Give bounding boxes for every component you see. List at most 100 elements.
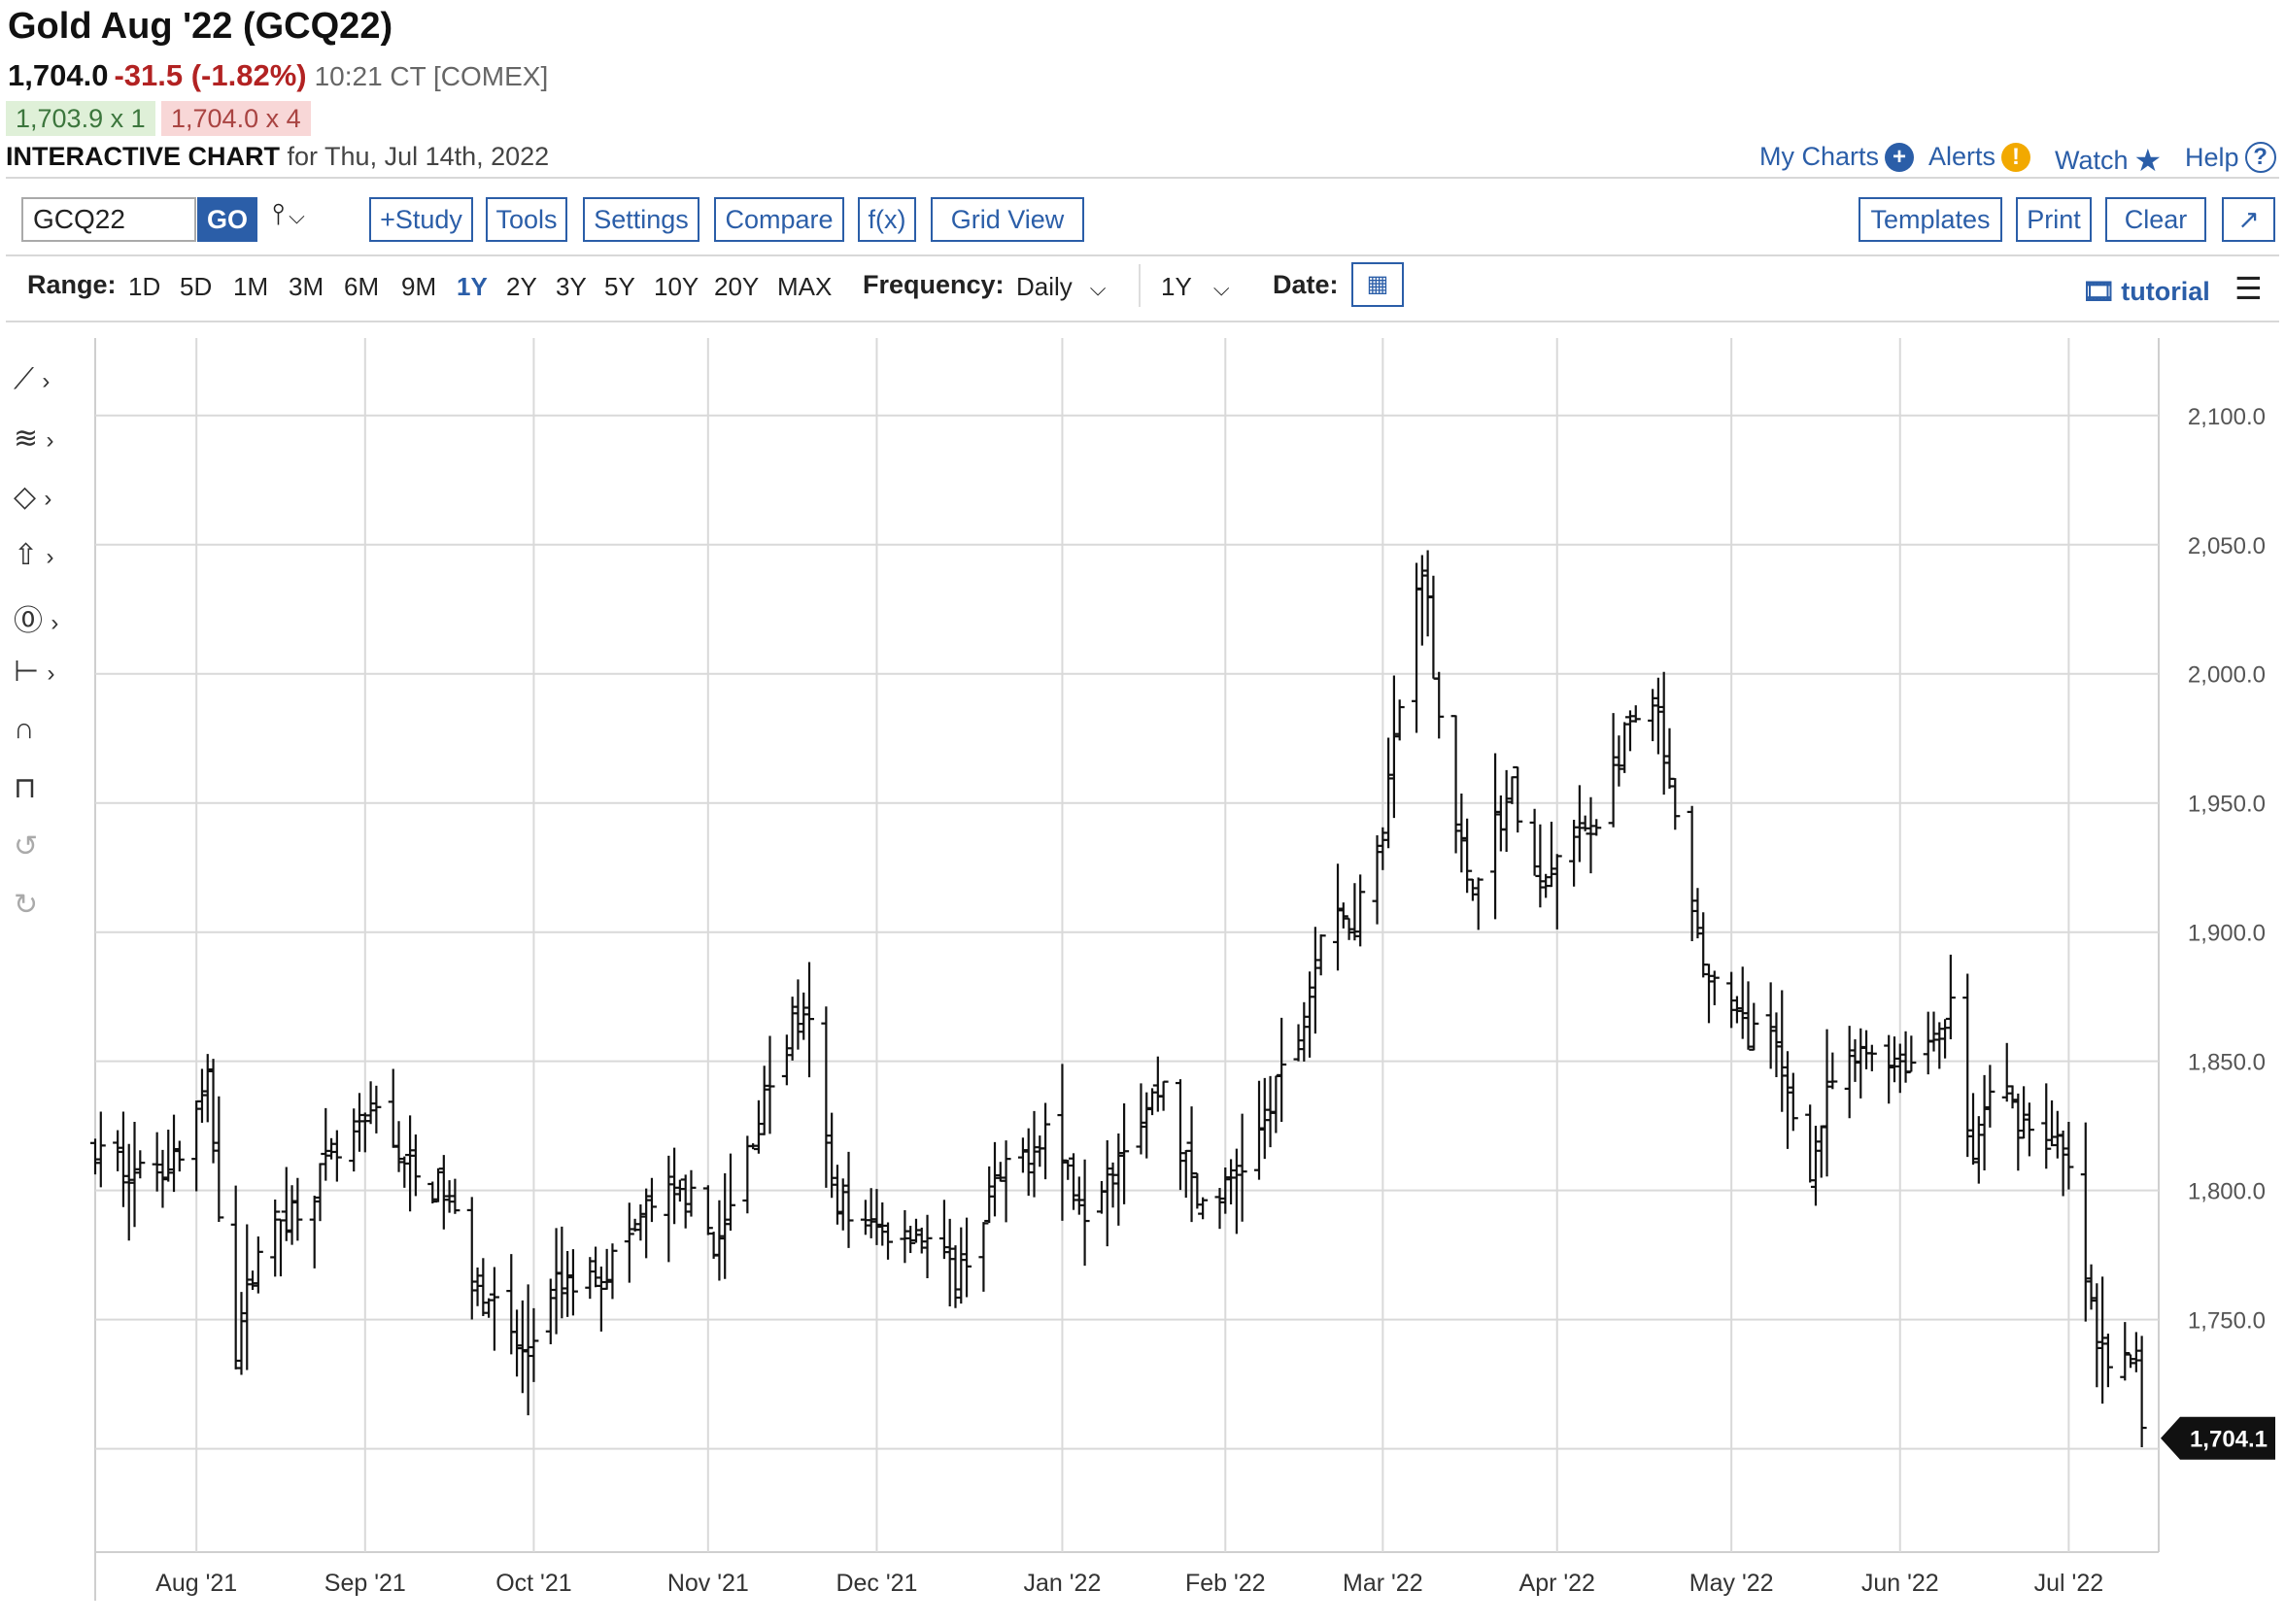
frequency-label: Frequency: <box>863 270 1005 299</box>
tutorial-label: tutorial <box>2121 277 2210 306</box>
quote-line: 1,704.0 -31.5 (-1.82%) 10:21 CT [COMEX] <box>8 58 548 93</box>
go-button[interactable]: GO <box>197 197 257 242</box>
my-charts-label: My Charts <box>1759 142 1880 171</box>
chevron-down-icon: ⌵ <box>1089 276 1107 300</box>
alerts-link[interactable]: Alerts ! <box>1928 142 2031 172</box>
range-option-3y[interactable]: 3Y <box>556 272 587 301</box>
date-label: Date: <box>1273 270 1339 299</box>
undo-icon: ↺ <box>14 830 39 863</box>
label-tool[interactable]: ⓪ › <box>14 596 82 641</box>
range-option-6m[interactable]: 6M <box>344 272 380 301</box>
help-link[interactable]: Help ? <box>2185 142 2276 173</box>
line-tool[interactable]: ⟋ › <box>14 363 82 408</box>
price-change: -31.5 (-1.82%) <box>114 58 307 92</box>
ask-badge: 1,704.0 x 4 <box>161 101 311 136</box>
range-option-2y[interactable]: 2Y <box>506 272 537 301</box>
chevron-down-icon: ⌵ <box>1212 276 1230 300</box>
calendar-icon: ▦ <box>1366 271 1389 297</box>
print-button[interactable]: Print <box>2016 197 2092 242</box>
lock-tool[interactable]: ⊓ <box>14 771 82 816</box>
quote-meta: 10:21 CT [COMEX] <box>314 61 549 91</box>
y-tick-label: 1,900.0 <box>2188 921 2266 947</box>
price-chart[interactable]: 2,100.0 2,050.0 2,000.0 1,950.0 1,900.0 1,850… <box>0 330 2285 1624</box>
measure-tool[interactable]: ⊢ › <box>14 655 82 699</box>
period-dropdown[interactable]: 1Y ⌵ <box>1161 272 1230 302</box>
divider <box>6 177 2279 179</box>
alert-icon: ! <box>2001 142 2031 172</box>
grid-view-button[interactable]: Grid View <box>931 197 1084 242</box>
x-tick-label: Jul '22 <box>2034 1570 2103 1597</box>
divider <box>1139 264 1141 307</box>
chevron-right-icon: › <box>47 660 55 687</box>
help-icon: ? <box>2244 142 2276 173</box>
x-tick-label: Dec '21 <box>836 1570 917 1597</box>
divider <box>6 254 2279 256</box>
redo-button[interactable]: ↻ <box>14 888 82 932</box>
magnet-icon: ∩ <box>14 713 35 745</box>
x-tick-label: Jan '22 <box>1024 1570 1102 1597</box>
hamburger-menu-icon[interactable]: ☰ <box>2234 271 2263 306</box>
frequency-dropdown[interactable]: Daily ⌵ <box>1016 272 1106 302</box>
y-tick-label: 2,000.0 <box>2188 662 2266 689</box>
x-axis: Aug '21 Sep '21 Oct '21 Nov '21 Dec '21 Jan '… <box>155 1570 2103 1597</box>
clear-button[interactable]: Clear <box>2105 197 2206 242</box>
chevron-right-icon: › <box>46 427 54 454</box>
range-option-1d[interactable]: 1D <box>128 272 161 301</box>
fib-tool[interactable]: ≋ › <box>14 422 82 466</box>
templates-button[interactable]: Templates <box>1859 197 2002 242</box>
bar-type-dropdown[interactable]: ⫯ ⌵ <box>272 198 305 231</box>
magnet-tool[interactable]: ∩ <box>14 713 82 758</box>
redo-icon: ↻ <box>14 889 39 921</box>
period-value: 1Y <box>1161 272 1192 301</box>
x-tick-label: Mar '22 <box>1343 1570 1423 1597</box>
shape-tool-icon: ◇ <box>14 481 37 513</box>
range-option-1y[interactable]: 1Y <box>457 272 488 301</box>
range-option-9m[interactable]: 9M <box>401 272 437 301</box>
fib-tool-icon: ≋ <box>14 423 39 455</box>
range-option-5d[interactable]: 5D <box>180 272 213 301</box>
tutorial-link[interactable]: 🎞 tutorial <box>2082 276 2210 307</box>
range-option-10y[interactable]: 10Y <box>654 272 699 301</box>
chevron-right-icon: › <box>51 610 59 636</box>
range-option-20y[interactable]: 20Y <box>714 272 760 301</box>
x-tick-label: Sep '21 <box>324 1570 406 1597</box>
y-tick-label: 1,750.0 <box>2188 1308 2266 1335</box>
range-option-5y[interactable]: 5Y <box>604 272 635 301</box>
fx-button[interactable]: f(x) <box>858 197 916 242</box>
range-option-max[interactable]: MAX <box>777 272 833 301</box>
ohlc-bars-icon: ⫯ <box>272 198 286 230</box>
film-icon: 🎞 <box>2082 277 2116 306</box>
expand-button[interactable]: ↗ <box>2222 197 2275 242</box>
y-tick-label: 1,800.0 <box>2188 1179 2266 1205</box>
date-picker-button[interactable]: ▦ <box>1351 262 1404 307</box>
alerts-label: Alerts <box>1928 142 1996 171</box>
unlock-icon: ⊓ <box>14 772 37 804</box>
expand-icon: ↗ <box>2237 205 2260 234</box>
x-tick-label: Feb '22 <box>1185 1570 1266 1597</box>
help-label: Help <box>2185 142 2239 172</box>
x-tick-label: Jun '22 <box>1861 1570 1939 1597</box>
chevron-right-icon: › <box>46 544 54 570</box>
y-tick-label: 2,050.0 <box>2188 533 2266 559</box>
undo-button[interactable]: ↺ <box>14 829 82 874</box>
my-charts-link[interactable]: My Charts + <box>1759 142 1915 172</box>
compare-button[interactable]: Compare <box>714 197 844 242</box>
y-axis: 2,100.0 2,050.0 2,000.0 1,950.0 1,900.0 1,850… <box>2188 404 2266 1335</box>
arrow-tool[interactable]: ⇧ › <box>14 538 82 583</box>
frequency-value: Daily <box>1016 272 1073 301</box>
last-price-label: 1,704.1 <box>2190 1427 2268 1453</box>
star-icon: ★ <box>2133 143 2163 178</box>
chart-heading-label: INTERACTIVE CHART <box>6 142 280 171</box>
watch-link[interactable]: Watch ★ <box>2055 142 2162 179</box>
symbol-input[interactable]: GCQ22 <box>21 197 196 242</box>
x-tick-label: May '22 <box>1689 1570 1774 1597</box>
measure-tool-icon: ⊢ <box>14 656 40 688</box>
tools-button[interactable]: Tools <box>486 197 567 242</box>
x-tick-label: Oct '21 <box>495 1570 571 1597</box>
range-option-1m[interactable]: 1M <box>233 272 269 301</box>
study-button[interactable]: +Study <box>369 197 473 242</box>
range-label: Range: <box>27 270 117 299</box>
settings-button[interactable]: Settings <box>583 197 699 242</box>
range-option-3m[interactable]: 3M <box>289 272 324 301</box>
shape-tool[interactable]: ◇ › <box>14 480 82 524</box>
